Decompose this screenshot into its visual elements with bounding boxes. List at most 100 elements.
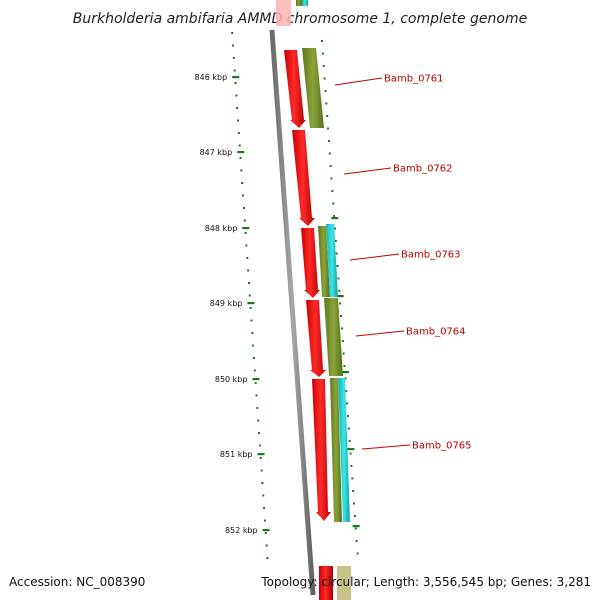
guide-dot [341, 340, 344, 342]
gene-block-bamb-0764[interactable] [324, 298, 343, 376]
cds-arrow-bamb-0765[interactable] [312, 379, 331, 521]
ruler-dot [254, 382, 257, 384]
ruler-dot [234, 82, 237, 84]
accession-text: Accession: NC_008390 [9, 575, 145, 589]
ruler-dot [232, 57, 235, 59]
guide-tick-mark [331, 217, 339, 220]
ruler-dot [261, 482, 264, 484]
guide-dot [333, 227, 336, 230]
ruler-dot [253, 357, 256, 359]
guide-dot [321, 40, 323, 42]
guide-tick-mark [341, 371, 349, 374]
ruler-dot [240, 169, 243, 172]
ruler-dot [242, 207, 245, 209]
guide-dot [346, 402, 349, 405]
ruler-dot [238, 144, 241, 147]
ruler-track [231, 32, 269, 559]
ruler-dot [255, 394, 258, 397]
feature-block-bamb-0763[interactable] [326, 224, 338, 297]
cds-arrow-bamb-0762[interactable] [292, 130, 315, 226]
ruler-tick-label: 850 kbp [215, 375, 248, 384]
ruler-dot [233, 69, 236, 72]
ruler-dot [243, 219, 246, 222]
guide-tick-mark [336, 295, 344, 298]
ruler-dot [257, 419, 260, 422]
ruler-dot [263, 519, 266, 522]
ruler-dot [247, 282, 250, 284]
feature-block-bamb-0765[interactable] [338, 378, 350, 522]
gene-block-bamb-0765[interactable] [330, 378, 342, 522]
ruler-dot [262, 494, 265, 497]
cds-arrow-bamb-0764[interactable] [306, 300, 326, 377]
ruler-dot [248, 294, 251, 297]
guide-dot [346, 415, 349, 417]
guide-dot [340, 327, 343, 330]
ruler-dot [264, 532, 267, 534]
ruler-tick-label: 846 kbp [195, 73, 228, 82]
map-title: Burkholderia ambifaria AMMD chromosome 1… [73, 11, 527, 27]
ruler-dot [251, 332, 254, 334]
guide-dot [327, 127, 330, 130]
guide-dot [329, 165, 332, 167]
guide-tick-mark [352, 525, 360, 528]
guide-dot [348, 440, 351, 442]
guide-dot [340, 315, 343, 317]
guide-dot [328, 152, 331, 155]
guide-dot [353, 515, 356, 517]
ruler-tick-mark [252, 378, 260, 381]
ruler-dot [249, 307, 252, 309]
guide-dot [334, 240, 337, 242]
ruler-dot [250, 319, 253, 322]
cds-arrow-bamb-0761[interactable] [284, 50, 306, 128]
ruler-dot [265, 544, 268, 547]
ruler-dot [266, 557, 269, 559]
ruler-dot [245, 244, 248, 247]
gene-callout-line [349, 253, 400, 261]
gene-label[interactable]: Bamb_0761 [384, 74, 444, 85]
guide-dot [331, 190, 334, 192]
partial-feature-top-cyan [302, 0, 308, 6]
cds-arrow-bamb-0763[interactable] [301, 228, 320, 298]
partial-feature-top-red [276, 0, 291, 26]
guide-dot [342, 352, 345, 355]
chromosome-backbone [269, 29, 316, 596]
ruler-dot [242, 194, 245, 197]
gene-callout-line [334, 77, 383, 86]
ruler-tick-label: 852 kbp [225, 526, 258, 535]
guide-dot [350, 465, 353, 467]
guide-dot [330, 177, 333, 180]
gene-label[interactable]: Bamb_0765 [412, 441, 472, 452]
ruler-dot [260, 469, 263, 472]
ruler-dot [235, 94, 238, 97]
ruler-dot [253, 369, 256, 372]
ruler-tick-mark [262, 529, 270, 532]
ruler-dot [263, 507, 266, 509]
guide-dot [337, 277, 340, 280]
guide-dot [356, 552, 359, 555]
guide-dot [352, 490, 355, 492]
guide-dot [327, 140, 330, 142]
partial-feature-bottom-red [319, 566, 333, 600]
guide-track [321, 40, 360, 555]
ruler-tick-mark [247, 302, 255, 305]
ruler-dot [259, 457, 262, 459]
guide-dot [345, 390, 348, 392]
gene-block-bamb-0763[interactable] [318, 226, 330, 297]
guide-dot [347, 427, 350, 430]
gene-label[interactable]: Bamb_0762 [393, 164, 453, 175]
ruler-dot [236, 107, 239, 109]
gene-block-bamb-0761[interactable] [302, 48, 324, 128]
ruler-tick-label: 851 kbp [220, 450, 253, 459]
ruler-tick-mark [242, 227, 250, 230]
guide-dot [354, 527, 357, 530]
guide-dot [339, 302, 342, 305]
guide-dot [323, 77, 326, 80]
ruler-dot [241, 182, 244, 184]
gene-label[interactable]: Bamb_0763 [401, 250, 461, 261]
guide-dot [324, 90, 327, 92]
ruler-dot [239, 157, 242, 159]
gene-label[interactable]: Bamb_0764 [406, 327, 466, 338]
guide-dot [332, 202, 335, 205]
ruler-dot [237, 132, 240, 134]
